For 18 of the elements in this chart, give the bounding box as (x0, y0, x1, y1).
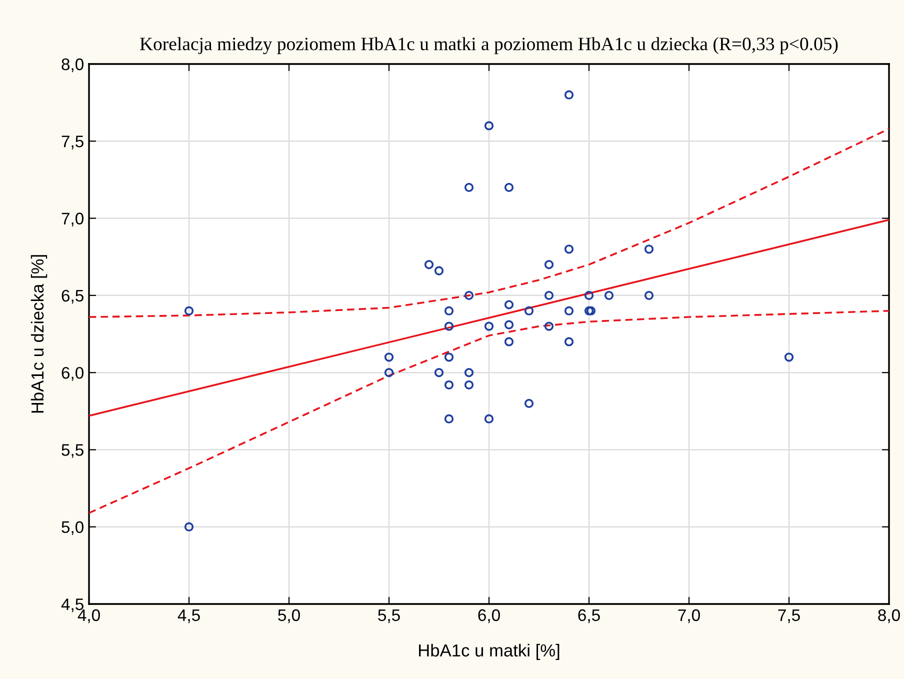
y-tick-label: 8,0 (62, 58, 84, 72)
x-tick-label: 5,5 (378, 609, 400, 624)
x-tick-label: 7,5 (778, 609, 800, 624)
x-tick-label: 5,0 (278, 609, 300, 624)
y-tick-label: 5,0 (62, 521, 84, 536)
chart-title: Korelacja miedzy poziomem HbA1c u matki a poziomem HbA1c u dziecka (R=0,33 p<0.05) (140, 37, 838, 54)
x-tick-label: 6,5 (578, 609, 600, 624)
y-tick-label: 7,0 (62, 212, 84, 226)
y-tick-label: 7,5 (62, 136, 84, 150)
x-axis-title: HbA1c u matki [%] (419, 644, 560, 660)
x-tick-label: 8,0 (878, 609, 900, 624)
x-tick-label: 7,0 (678, 609, 700, 624)
y-axis-title: HbA1c u dziecka [%] (30, 255, 48, 413)
y-tick-label: 5,5 (62, 444, 84, 458)
x-tick-label: 6,0 (478, 609, 500, 624)
y-tick-label: 6,0 (62, 366, 84, 381)
x-tick-label: 4,5 (178, 609, 200, 624)
y-tick-label: 6,5 (62, 290, 84, 304)
